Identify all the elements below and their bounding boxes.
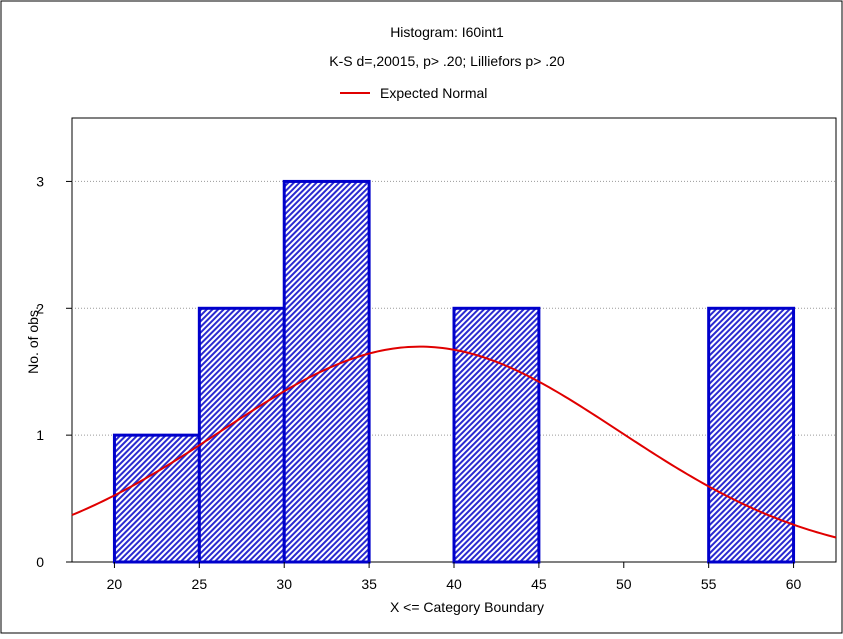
chart-title: Histogram: I60int1	[390, 24, 504, 40]
x-axis-ticks: 20 25 30 35 40 45 50 55 60	[107, 562, 802, 592]
histogram-bar-40-45	[452, 306, 541, 564]
x-tick-label-6: 50	[616, 576, 632, 592]
histogram-bar-30-35	[282, 179, 371, 564]
y-axis-ticks: 0 1 2 3	[36, 173, 72, 570]
x-tick-label-5: 45	[531, 576, 547, 592]
expected-normal-curve	[71, 345, 837, 539]
x-tick-label-4: 40	[446, 576, 462, 592]
y-tick-label-1: 1	[36, 427, 44, 443]
x-tick-label-7: 55	[701, 576, 717, 592]
x-tick-label-8: 60	[786, 576, 802, 592]
x-tick-label-3: 35	[361, 576, 377, 592]
legend-label-expected-normal: Expected Normal	[380, 85, 487, 101]
y-tick-label-3: 3	[36, 173, 44, 189]
legend: Expected Normal	[340, 85, 487, 101]
chart-subtitle: K-S d=,20015, p> .20; Lilliefors p> .20	[329, 53, 565, 69]
x-tick-label-2: 30	[276, 576, 292, 592]
y-tick-label-2: 2	[36, 300, 44, 316]
histogram-bar-25-30	[197, 306, 286, 564]
y-axis-label: No. of obs.	[25, 306, 41, 374]
histogram-bar-20-25	[112, 433, 201, 564]
x-tick-label-0: 20	[107, 576, 123, 592]
x-axis-label: X <= Category Boundary	[390, 599, 544, 615]
y-tick-label-0: 0	[36, 554, 44, 570]
x-tick-label-1: 25	[192, 576, 208, 592]
histogram-bar-55-60	[707, 306, 796, 564]
